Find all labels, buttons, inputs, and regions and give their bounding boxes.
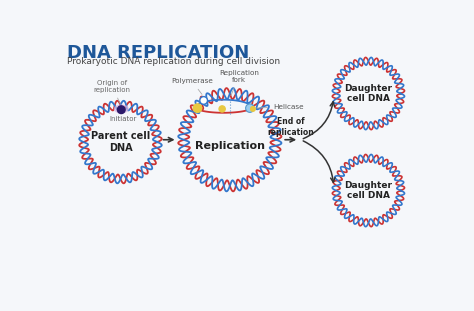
- Text: Daughter
cell DNA: Daughter cell DNA: [345, 181, 392, 200]
- Text: Initiator: Initiator: [109, 116, 137, 122]
- Circle shape: [200, 97, 208, 104]
- Text: Polymerase: Polymerase: [171, 78, 213, 95]
- Text: End of
replication: End of replication: [267, 117, 314, 137]
- Circle shape: [193, 104, 202, 112]
- Text: Parent cell
DNA: Parent cell DNA: [91, 131, 150, 153]
- Circle shape: [246, 104, 254, 112]
- Text: Prokaryotic DNA replication during cell division: Prokaryotic DNA replication during cell …: [66, 57, 280, 66]
- Text: Replication: Replication: [195, 141, 265, 151]
- Circle shape: [251, 107, 255, 111]
- Circle shape: [219, 106, 225, 112]
- Text: Helicase: Helicase: [256, 104, 303, 109]
- Text: Replication
fork: Replication fork: [219, 70, 259, 95]
- Text: Daughter
cell DNA: Daughter cell DNA: [345, 84, 392, 103]
- Ellipse shape: [114, 105, 128, 113]
- Circle shape: [118, 106, 125, 114]
- Text: Origin of
replication: Origin of replication: [93, 80, 130, 103]
- Text: DNA REPLICATION: DNA REPLICATION: [66, 44, 249, 62]
